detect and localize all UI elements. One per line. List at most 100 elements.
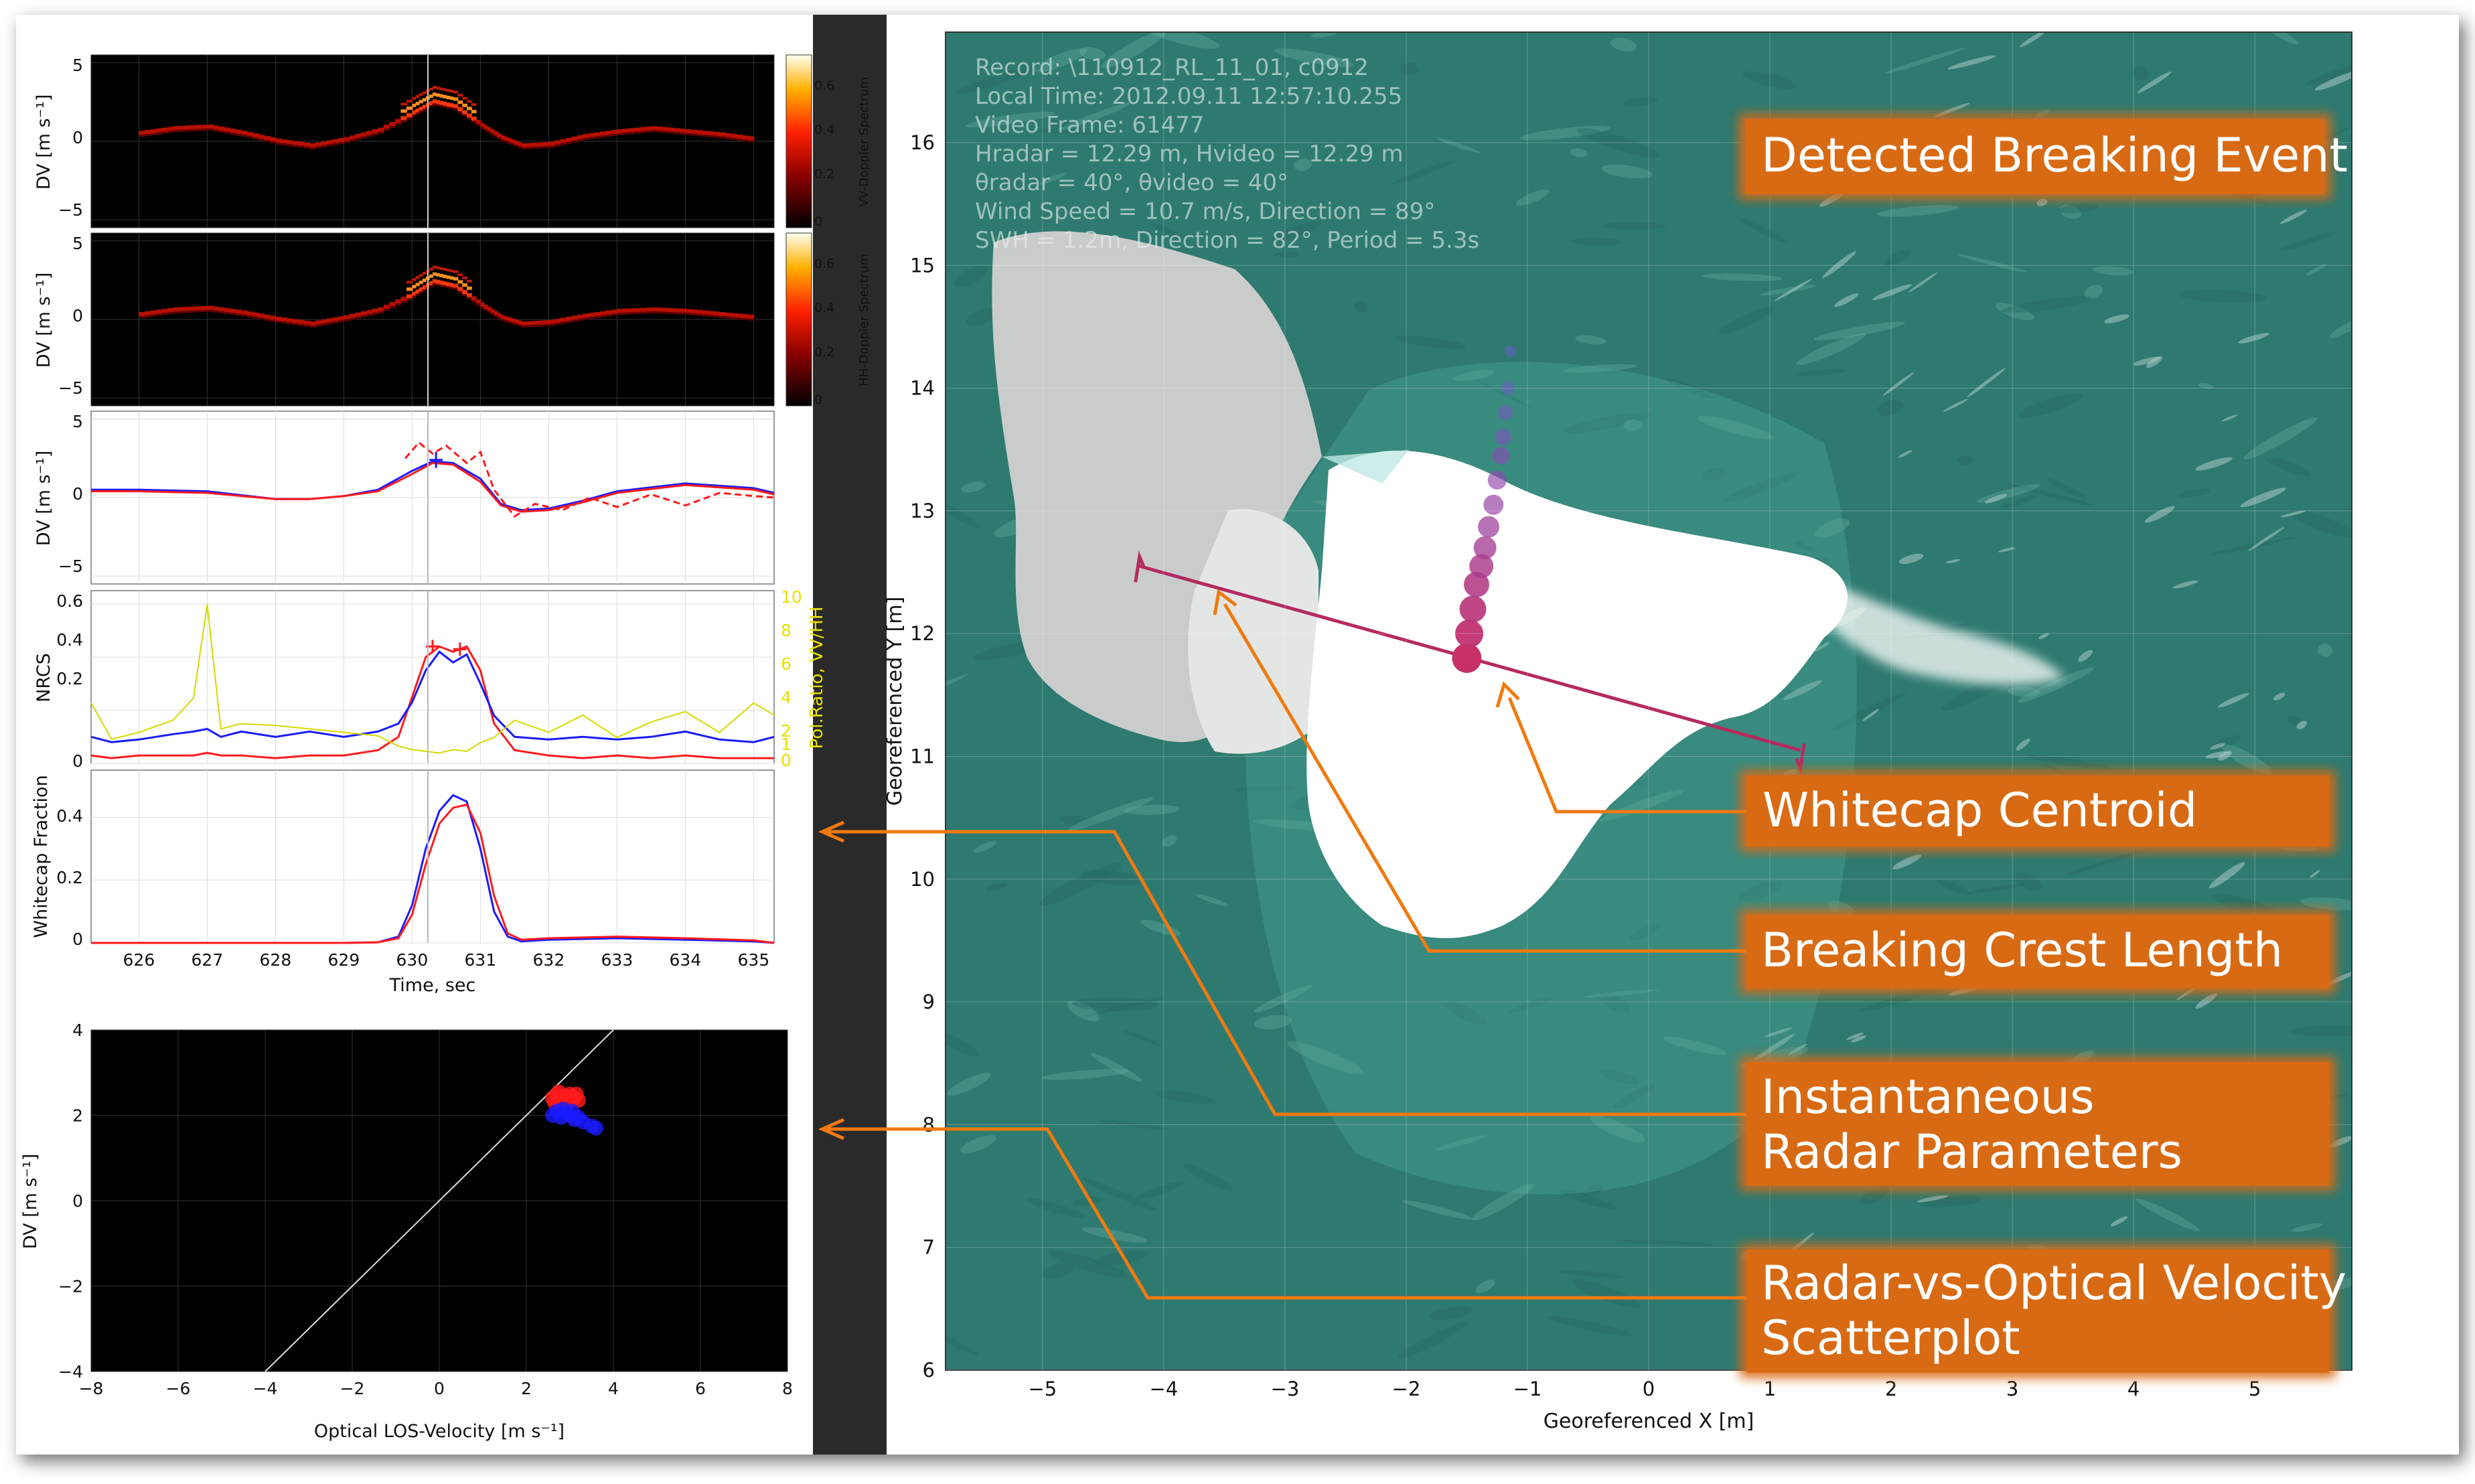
heatmap-cell [443,275,447,279]
heatmap-cell [475,299,481,304]
heatmap-cell [190,129,197,132]
heatmap-cell [679,129,686,133]
heatmap-cell [252,312,259,317]
heatmap-cell [633,312,641,315]
heatmap-cell [696,130,703,135]
heatmap-cell [668,131,675,134]
heatmap-cell [303,146,311,149]
heatmap-cell [184,307,191,311]
heatmap-cell [258,135,265,139]
heatmap-cell [439,274,444,278]
heatmap-cell [422,104,427,109]
heatmap-cell [719,136,726,139]
callout-instantaneous-line1: Instantaneous [1761,1069,2095,1124]
heatmap-cell [372,312,379,315]
heatmap-cell [467,106,472,110]
p4-ytick-0: 0 [72,751,83,771]
map-ytick: 9 [923,990,935,1013]
heatmap-cell [594,136,601,139]
heatmap-cell [504,320,509,323]
heatmap-cell [415,113,420,115]
heatmap-cell [449,276,454,280]
heatmap-cell [419,106,423,111]
heatmap-cell [184,311,191,313]
heatmap-cell [161,131,168,134]
hh-nrcs-line [90,650,775,743]
heatmap-cell [406,281,413,284]
heatmap-cell [344,137,350,141]
heatmap-cell [230,313,236,315]
crest-end-marker [1134,550,1145,583]
heatmap-cell [443,281,447,286]
heatmap-cell [212,125,220,130]
heatmap-cell [702,310,709,315]
map-ytick: 7 [923,1236,935,1259]
heatmap-cell [599,311,607,315]
heatmap-cell [446,102,451,107]
heatmap-cell [457,287,463,291]
optical-velocity-dashed-line [404,441,775,518]
map-xtick: −2 [1392,1378,1421,1400]
heatmap-cell [645,307,652,312]
heatmap-cell [150,310,157,315]
heatmap-cell [309,147,316,150]
p6-xtick: 4 [608,1379,619,1398]
heatmap-cell [518,146,522,149]
heatmap-cell [383,129,390,131]
heatmap-cell [389,306,396,309]
heatmap-cell [494,135,498,138]
heatmap-cell [443,105,447,108]
heatmap-cell [258,139,265,141]
heatmap-cell [298,319,305,324]
heatmap-cell [309,321,316,326]
scatter-point [589,1120,603,1136]
heatmap-cell [508,321,512,323]
heatmap-cell [178,125,185,130]
p6-ytick: 0 [72,1191,83,1211]
heatmap-cell [235,133,242,136]
heatmap-cell [412,110,417,115]
heatmap-cell [190,125,197,130]
heatmap-cell [412,291,417,296]
heatmap-cell [696,134,703,137]
heatmap-cell [483,125,488,129]
heatmap-cell [241,135,248,137]
heatmap-cell [439,87,444,90]
heatmap-cell [366,313,373,316]
heatmap-cell [651,126,658,131]
heatmap-cell [494,311,498,315]
heatmap-cell [560,317,567,322]
p4-rtick-0: 0 [781,751,792,770]
heatmap-cell [462,290,467,295]
p4-rtick-8: 8 [781,621,792,640]
heatmap-cell [360,311,368,315]
heatmap-cell [457,273,463,277]
callout-detected: Detected Breaking Event [1738,114,2348,200]
heatmap-cell [246,136,254,139]
heatmap-cell [212,310,220,313]
p2-cb-02: 0.2 [814,345,834,360]
heatmap-cell [719,132,726,137]
heatmap-cell [230,309,236,313]
heatmap-cell [535,324,540,327]
heatmap-cell [258,317,265,320]
callout-crest-label: Breaking Crest Length [1761,923,2283,978]
heatmap-cell [622,129,629,133]
heatmap-cell [366,309,373,314]
heatmap-cell [281,317,288,322]
heatmap-cell [449,90,454,93]
heatmap-cell [539,146,545,149]
overlay-swh: SWH = 1.2m, Direction = 82°, Period = 5.… [975,227,1479,254]
heatmap-cell [419,281,423,285]
heatmap-cell [679,312,686,315]
heatmap-cell [588,317,595,319]
heatmap-cell [212,306,220,311]
heatmap-cell [422,272,427,275]
map-xtick: 3 [2006,1378,2018,1400]
heatmap-cell [433,92,437,96]
heatmap-cell [605,314,612,317]
heatmap-cell [526,147,532,149]
heatmap-cell [332,139,339,143]
heatmap-cell [656,131,664,133]
p6-xtick: 2 [521,1379,532,1398]
